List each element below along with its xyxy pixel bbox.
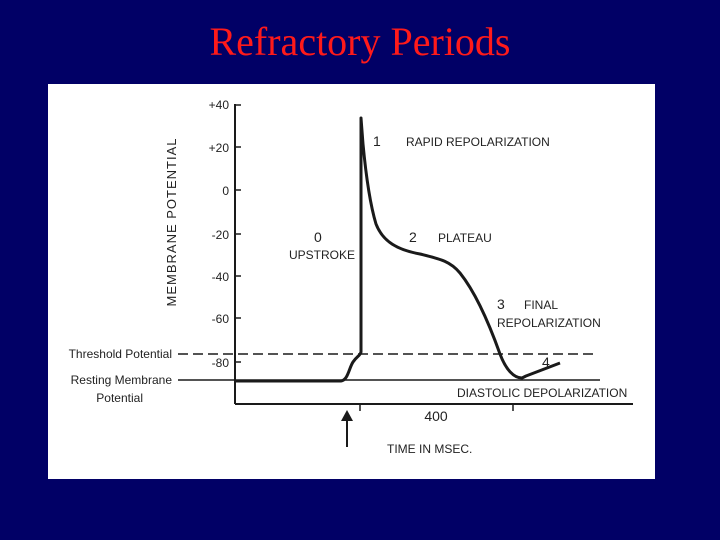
phase-1-number: 1 bbox=[373, 133, 381, 149]
y-tick-label: +40 bbox=[209, 98, 230, 112]
phase-2-name: PLATEAU bbox=[438, 231, 492, 245]
y-axis-label: MEMBRANE POTENTIAL bbox=[164, 138, 179, 307]
y-tick-label: 0 bbox=[222, 184, 229, 198]
x-tick-label: 400 bbox=[424, 408, 448, 424]
resting-label-line2: Potential bbox=[96, 391, 143, 405]
phase-0-name: UPSTROKE bbox=[289, 248, 355, 262]
phase-4-number: 4 bbox=[542, 354, 550, 370]
y-tick-label: -20 bbox=[212, 228, 230, 242]
y-tick-label: -40 bbox=[212, 270, 230, 284]
slide-title: Refractory Periods bbox=[209, 19, 511, 64]
threshold-label: Threshold Potential bbox=[69, 347, 172, 361]
action-potential-diagram: +40 +20 0 -20 -40 -60 -80 MEMBRANE POTEN… bbox=[69, 98, 633, 456]
y-tick-label: -80 bbox=[212, 356, 230, 370]
x-axis-label: TIME IN MSEC. bbox=[387, 442, 472, 456]
y-tick-label: -60 bbox=[212, 312, 230, 326]
phase-4-name: DIASTOLIC DEPOLARIZATION bbox=[457, 386, 627, 400]
action-potential-figure: +40 +20 0 -20 -40 -60 -80 MEMBRANE POTEN… bbox=[48, 84, 655, 479]
y-tick-label: +20 bbox=[209, 141, 230, 155]
phase-1-name: RAPID REPOLARIZATION bbox=[406, 135, 550, 149]
phase-3-name: FINAL bbox=[524, 298, 558, 312]
resting-label-line1: Resting Membrane bbox=[71, 373, 173, 387]
phase-2-number: 2 bbox=[409, 229, 417, 245]
action-potential-curve bbox=[236, 116, 561, 383]
phase-3-name-line2: REPOLARIZATION bbox=[497, 316, 601, 330]
phase-0-number: 0 bbox=[314, 229, 322, 245]
phase-3-number: 3 bbox=[497, 296, 505, 312]
up-arrow-icon bbox=[341, 410, 353, 447]
